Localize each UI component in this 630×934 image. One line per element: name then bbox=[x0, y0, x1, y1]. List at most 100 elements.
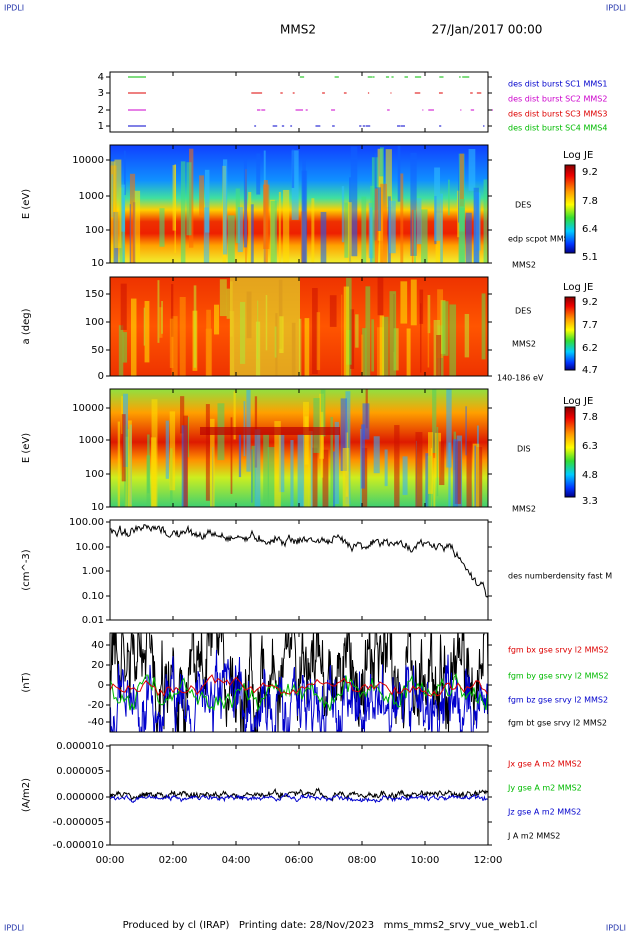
spectrogram-patch bbox=[230, 277, 300, 376]
spectrogram-stripe bbox=[193, 285, 197, 368]
spectrogram-stripe bbox=[205, 404, 210, 501]
trace bbox=[110, 792, 488, 804]
y-tick-label: 20 bbox=[91, 660, 104, 671]
spectrogram-stripe bbox=[425, 453, 429, 507]
y-axis-label: (cm^-3) bbox=[21, 549, 32, 590]
spectrogram-stripe bbox=[180, 396, 185, 434]
spectrogram-stripe bbox=[340, 398, 347, 471]
spectrogram-stripe bbox=[334, 421, 339, 504]
spectrogram-stripe bbox=[310, 431, 313, 507]
spectrogram-stripe bbox=[114, 159, 122, 249]
colorbar-label: 9.2 bbox=[582, 297, 598, 308]
y-tick-label: 2 bbox=[98, 105, 104, 116]
spectrogram-stripe bbox=[222, 159, 228, 255]
spectrogram-stripe bbox=[410, 152, 417, 256]
spectrogram-stripe bbox=[459, 153, 464, 207]
spectrogram-stripe bbox=[393, 328, 399, 371]
spectrogram-stripe bbox=[402, 456, 408, 495]
spectrogram-stripe bbox=[313, 398, 320, 453]
spectrogram-stripe bbox=[362, 328, 367, 376]
spectrogram-stripe bbox=[129, 204, 131, 263]
legend-entry: Jz gse A m2 MMS2 bbox=[507, 808, 581, 817]
y-axis-label: a (deg) bbox=[21, 308, 32, 344]
colorbar-label: 7.8 bbox=[582, 196, 598, 207]
spectrogram-stripe bbox=[290, 440, 294, 507]
spectrogram-stripe bbox=[448, 179, 450, 216]
y-tick-label: 10 bbox=[91, 502, 104, 513]
x-tick-label: 00:00 bbox=[96, 855, 125, 866]
spectrogram-stripe bbox=[371, 319, 375, 372]
spectrogram-stripe bbox=[355, 314, 359, 348]
spectrogram-stripe bbox=[230, 417, 233, 494]
spectrogram-stripe bbox=[397, 145, 401, 202]
spectrogram-stripe bbox=[439, 441, 445, 486]
legend-entry: fgm bx gse srvy l2 MMS2 bbox=[508, 646, 609, 655]
legend-entry: Jx gse A m2 MMS2 bbox=[507, 760, 582, 769]
spectrogram-stripes bbox=[110, 145, 488, 263]
spectrogram-stripe bbox=[348, 418, 350, 472]
spectrogram-stripe bbox=[122, 198, 125, 263]
spectrogram-stripe bbox=[270, 200, 277, 263]
spectrogram-stripe bbox=[214, 304, 220, 335]
spectrogram-stripe bbox=[256, 153, 261, 195]
spectrogram-stripe bbox=[449, 304, 457, 376]
legend-entry: 140-186 eV bbox=[497, 374, 544, 383]
spectrogram-stripe bbox=[118, 325, 124, 376]
spectrogram-stripe bbox=[291, 148, 295, 188]
legend-entry: des dist burst SC3 MMS3 bbox=[508, 110, 607, 119]
spectrogram-stripe bbox=[448, 442, 451, 507]
spectrogram-stripe bbox=[312, 288, 318, 374]
spectrogram-stripe bbox=[427, 295, 430, 368]
colorbar-title: Log JE bbox=[563, 282, 593, 293]
spectrogram-stripe bbox=[459, 199, 465, 263]
spectrogram-stripe bbox=[172, 165, 177, 231]
spectrogram-stripe bbox=[411, 209, 414, 263]
spectrogram-stripe bbox=[416, 198, 422, 245]
spectrogram-stripe bbox=[452, 439, 458, 507]
y-axis-label: (nT) bbox=[21, 672, 32, 692]
spectrogram-stripe bbox=[343, 286, 350, 376]
spectrogram-stripe bbox=[122, 332, 128, 363]
spectrogram-stripe bbox=[143, 307, 146, 346]
spectrogram-stripe bbox=[144, 300, 150, 363]
legend-entry: des dist burst SC1 MMS1 bbox=[508, 80, 607, 89]
spectrogram-stripe bbox=[237, 207, 243, 253]
legend-entry: fgm bz gse srvy l2 MMS2 bbox=[508, 696, 608, 705]
spectrogram-stripe bbox=[432, 389, 437, 453]
colorbar-label: 7.8 bbox=[582, 412, 598, 423]
spectrogram-stripe bbox=[436, 334, 442, 376]
spacecraft: MMS2 bbox=[280, 23, 316, 37]
spectrogram-stripe bbox=[365, 286, 371, 376]
spectrogram-stripe bbox=[420, 303, 422, 373]
spectrogram-stripe bbox=[437, 289, 444, 359]
y-tick-label: 10000 bbox=[72, 403, 104, 414]
legend-entry: MMS2 bbox=[512, 261, 536, 270]
y-tick-label: 1.00 bbox=[82, 566, 104, 577]
y-tick-label: 10.00 bbox=[75, 542, 104, 553]
colorbar-label: 7.7 bbox=[582, 320, 598, 331]
spectrogram-stripe bbox=[483, 179, 488, 263]
y-tick-label: -40 bbox=[88, 717, 104, 728]
spectrogram-stripe bbox=[263, 434, 269, 507]
spectrogram-stripe bbox=[283, 189, 290, 263]
trace bbox=[110, 524, 488, 598]
spectrogram-stripe bbox=[377, 277, 384, 316]
legend-entry: Jy gse A m2 MMS2 bbox=[507, 784, 582, 793]
spectrogram-stripe bbox=[206, 309, 211, 376]
spectrogram-patch bbox=[200, 427, 340, 435]
spectrogram-stripe bbox=[183, 415, 188, 507]
spectrogram-stripe bbox=[374, 188, 379, 263]
spectrogram-stripe bbox=[124, 436, 129, 507]
colorbar-label: 4.8 bbox=[582, 470, 598, 481]
spectrogram-stripe bbox=[454, 441, 461, 504]
spectrogram-stripe bbox=[243, 159, 247, 248]
spectrogram-stripe bbox=[267, 447, 275, 507]
legend-entry: DES bbox=[515, 201, 531, 210]
colorbar-label: 6.3 bbox=[582, 441, 598, 452]
spectrogram-stripe bbox=[254, 429, 261, 507]
colorbar-title: Log JE bbox=[563, 150, 593, 161]
spectrogram-stripe bbox=[248, 192, 252, 263]
spectrogram-stripe bbox=[301, 170, 308, 263]
spectrogram-stripe bbox=[464, 313, 470, 358]
spectrogram-stripe bbox=[347, 202, 352, 263]
